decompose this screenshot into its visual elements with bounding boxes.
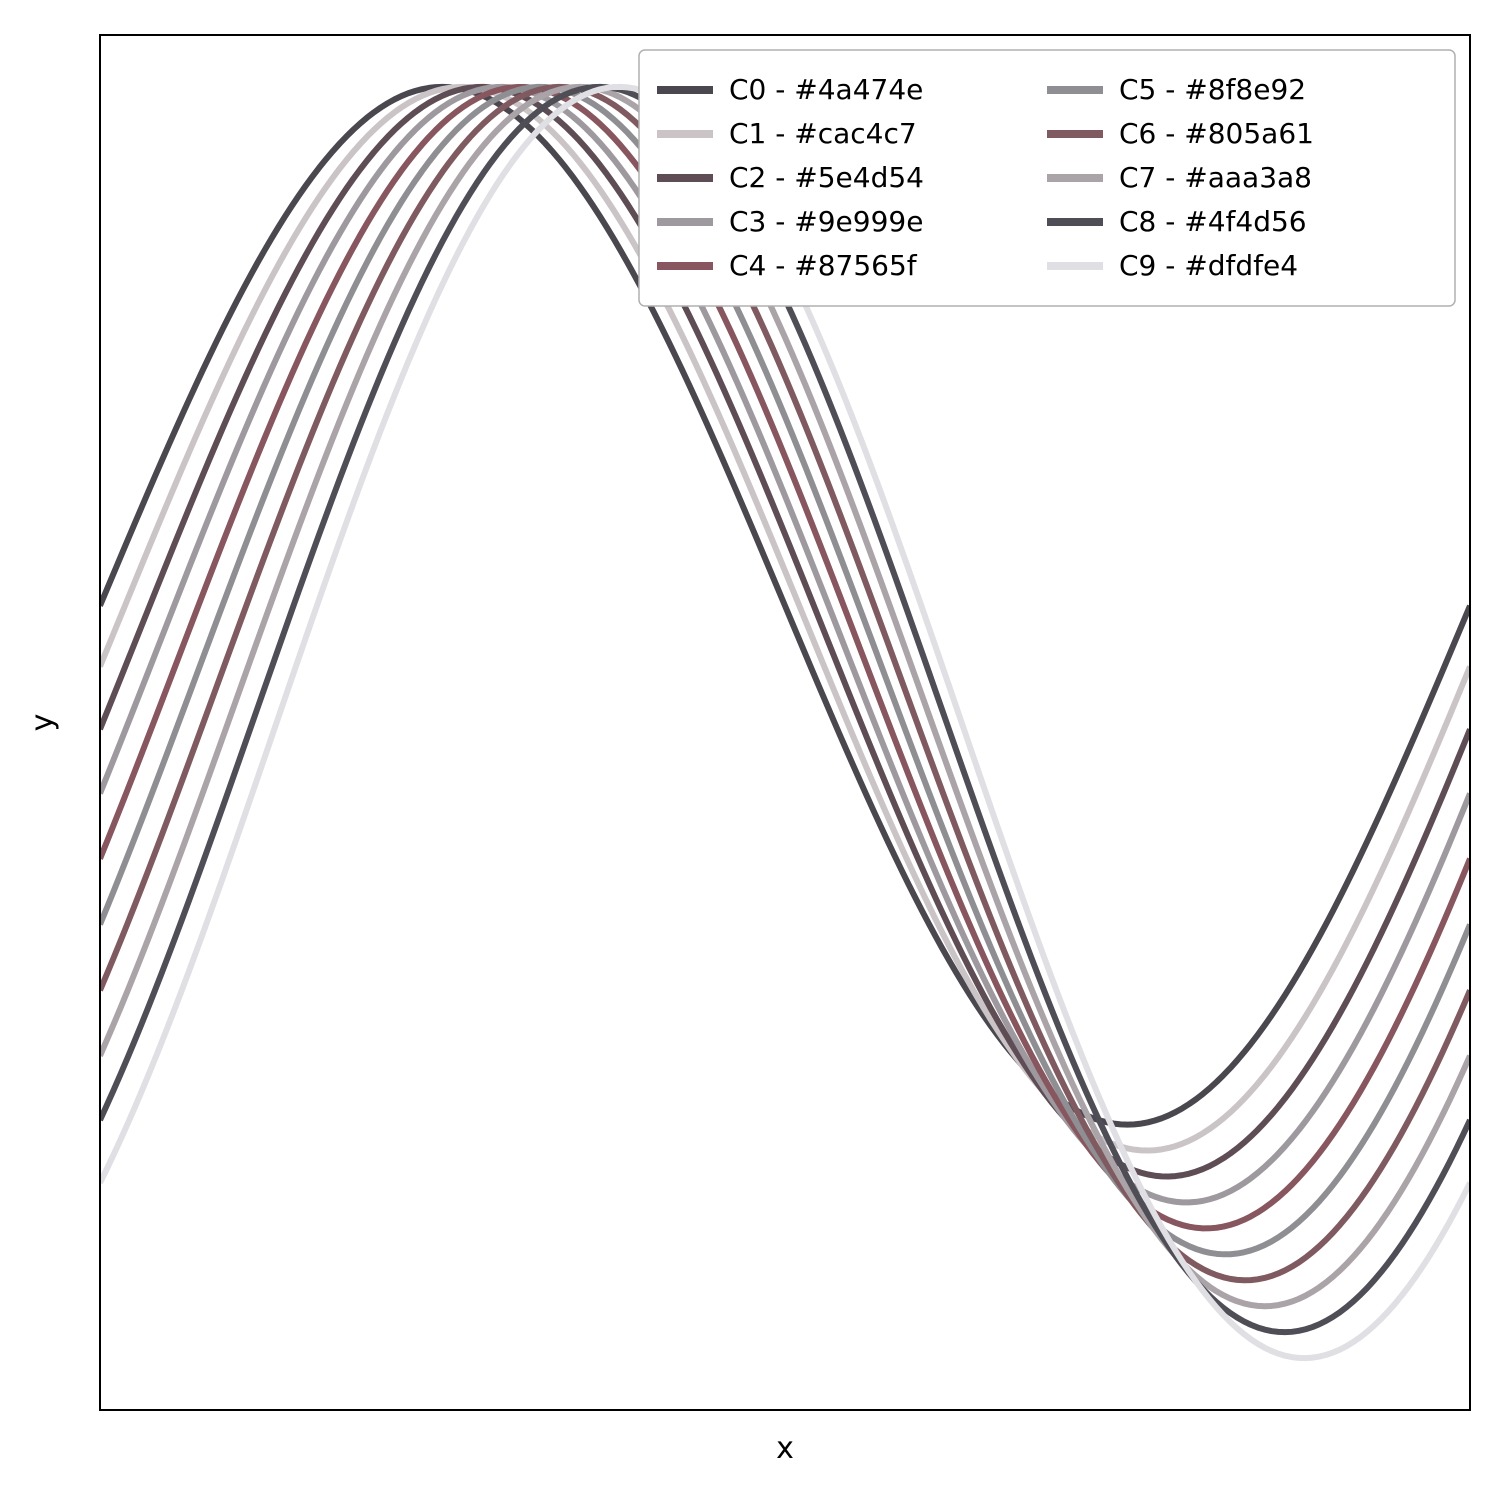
legend-label-c5: C5 - #8f8e92 xyxy=(1119,73,1306,106)
line-chart: C0 - #4a474e C1 - #cac4c7 C2 - #5e4d54 C3 -… xyxy=(0,0,1500,1500)
legend-label-c1: C1 - #cac4c7 xyxy=(729,117,917,150)
legend-label-c0: C0 - #4a474e xyxy=(729,73,923,106)
y-axis-label: y xyxy=(25,714,60,732)
legend: C0 - #4a474e C1 - #cac4c7 C2 - #5e4d54 C3 -… xyxy=(639,50,1455,306)
legend-label-c7: C7 - #aaa3a8 xyxy=(1119,161,1312,194)
legend-label-c3: C3 - #9e999e xyxy=(729,205,923,238)
legend-label-c2: C2 - #5e4d54 xyxy=(729,161,924,194)
legend-label-c8: C8 - #4f4d56 xyxy=(1119,205,1307,238)
legend-label-c6: C6 - #805a61 xyxy=(1119,117,1314,150)
x-axis-label: x xyxy=(776,1431,794,1466)
chart-container: C0 - #4a474e C1 - #cac4c7 C2 - #5e4d54 C3 -… xyxy=(0,0,1500,1500)
legend-label-c4: C4 - #87565f xyxy=(729,249,918,282)
legend-label-c9: C9 - #dfdfe4 xyxy=(1119,249,1298,282)
